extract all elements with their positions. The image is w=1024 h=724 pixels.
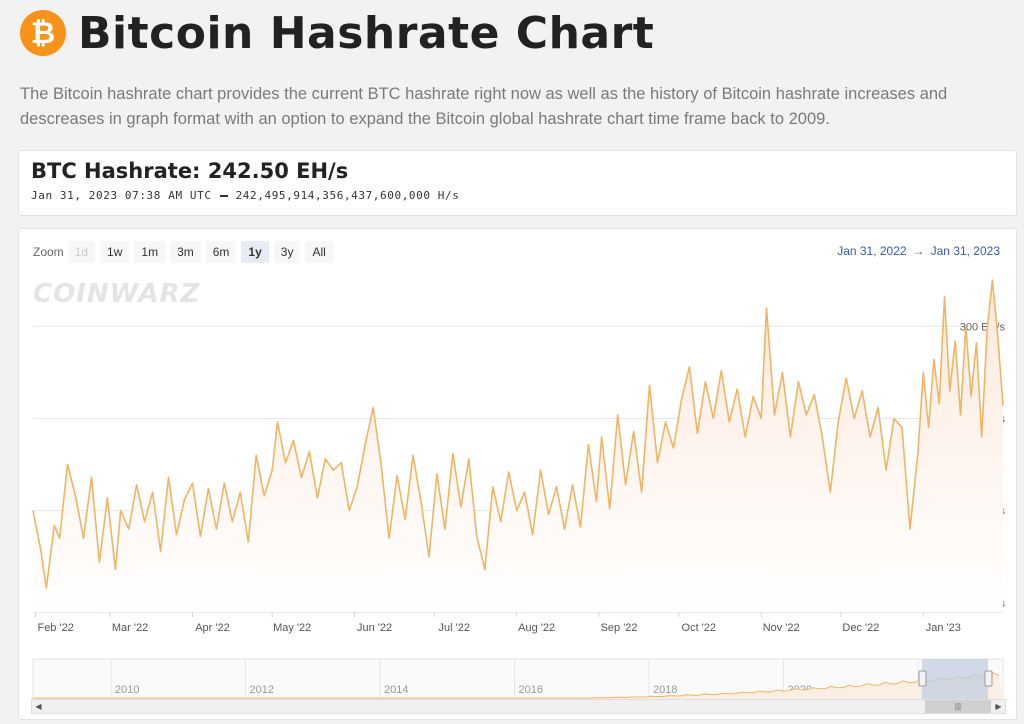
navigator-line — [33, 672, 1000, 699]
title-row: ₿ Bitcoin Hashrate Chart — [20, 7, 655, 59]
scrollbar-thumb[interactable]: ||| — [925, 700, 991, 713]
x-tick-label: Oct '22 — [682, 622, 717, 634]
zoom-label: Zoom — [33, 245, 64, 259]
chart-scrollbar[interactable]: ◀ ||| ▶ — [31, 699, 1006, 714]
range-from-date[interactable]: Jan 31, 2022 — [837, 244, 907, 258]
hashrate-detail: Jan 31, 2023 07:38 AM UTC 242,495,914,356… — [31, 189, 459, 202]
x-tick-label: Jun '22 — [357, 622, 392, 634]
navigator-handle-icon — [984, 670, 993, 687]
hashrate-timestamp: Jan 31, 2023 07:38 AM UTC — [31, 189, 212, 202]
intro-paragraph: The Bitcoin hashrate chart provides the … — [20, 85, 948, 128]
navigator-selection — [922, 659, 988, 699]
date-range: Jan 31, 2022 → Jan 31, 2023 — [837, 244, 1000, 258]
hashrate-line — [32, 279, 1004, 589]
x-tick-label: May '22 — [273, 622, 311, 634]
x-tick-label: Dec '22 — [842, 622, 879, 634]
navigator-year-label: 2014 — [384, 684, 408, 696]
range-arrow-icon: → — [912, 244, 925, 258]
x-tick-label: Sep '22 — [601, 622, 638, 634]
bitcoin-logo-icon: ₿ — [20, 10, 66, 56]
x-tick-label: Jul '22 — [439, 622, 470, 634]
zoom-button-1y[interactable]: 1y — [241, 241, 269, 263]
current-hashrate: BTC Hashrate: 242.50 EH/s — [31, 159, 349, 183]
range-to-date[interactable]: Jan 31, 2023 — [930, 244, 1000, 258]
navigator-area — [33, 672, 1003, 699]
zoom-button-6m[interactable]: 6m — [205, 241, 237, 263]
coinwarz-watermark: COINWARZ — [33, 279, 201, 309]
x-tick-label: Aug '22 — [518, 622, 555, 634]
navigator-handle-icon — [918, 670, 927, 687]
navigator-year-label: 2012 — [250, 684, 274, 696]
x-tick-label: Apr '22 — [195, 622, 230, 634]
zoom-button-1m[interactable]: 1m — [134, 241, 166, 263]
hashrate-area — [33, 280, 1003, 612]
zoom-button-1d[interactable]: 1d — [67, 241, 96, 263]
zoom-button-1w[interactable]: 1w — [100, 241, 130, 263]
hashrate-stat-card: BTC Hashrate: 242.50 EH/s Jan 31, 2023 0… — [18, 150, 1017, 216]
x-tick-label: Feb '22 — [37, 622, 73, 634]
separator-dash — [219, 195, 228, 197]
x-tick-label: Mar '22 — [112, 622, 148, 634]
page-title: Bitcoin Hashrate Chart — [78, 7, 655, 59]
x-tick-label: Jan '23 — [926, 622, 961, 634]
navigator-year-label: 2010 — [115, 684, 139, 696]
scroll-right-icon[interactable]: ▶ — [995, 702, 1002, 711]
scroll-left-icon[interactable]: ◀ — [35, 702, 42, 711]
zoom-controls: Zoom 1d 1w 1m 3m 6m 1y 3y All — [33, 241, 338, 263]
navigator-year-label: 2016 — [519, 684, 543, 696]
x-tick-label: Nov '22 — [763, 622, 800, 634]
navigator-year-label: 2018 — [653, 684, 677, 696]
zoom-button-3y[interactable]: 3y — [273, 241, 301, 263]
zoom-button-3m[interactable]: 3m — [170, 241, 201, 263]
zoom-button-all[interactable]: All — [305, 241, 333, 263]
hashrate-exact-value: 242,495,914,356,437,600,000 H/s — [235, 189, 460, 202]
